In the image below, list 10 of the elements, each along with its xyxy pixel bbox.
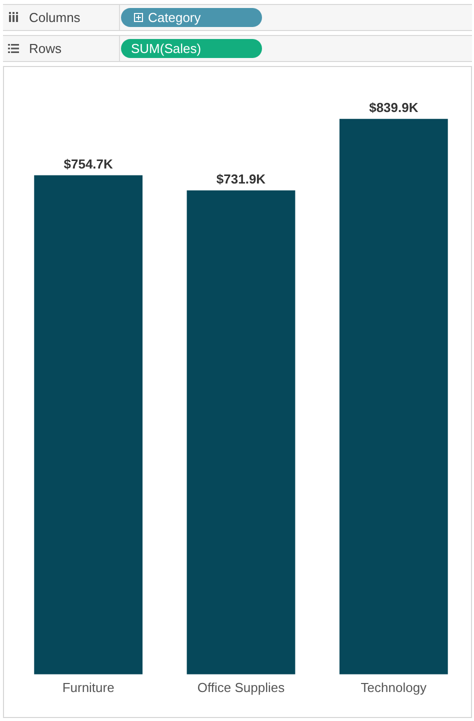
data-label: $839.9K — [369, 100, 419, 115]
data-label: $731.9K — [216, 171, 266, 186]
text: SUM(Sales) — [131, 40, 202, 58]
x-tick-label: Office Supplies — [197, 680, 286, 695]
data-label: $754.7K — [64, 156, 114, 172]
text: Columns — [29, 10, 80, 25]
x-tick-label: Furniture — [62, 680, 114, 695]
text: Category — [148, 9, 201, 27]
x-tick-label: Technology — [360, 680, 428, 695]
text: Rows — [29, 41, 62, 56]
